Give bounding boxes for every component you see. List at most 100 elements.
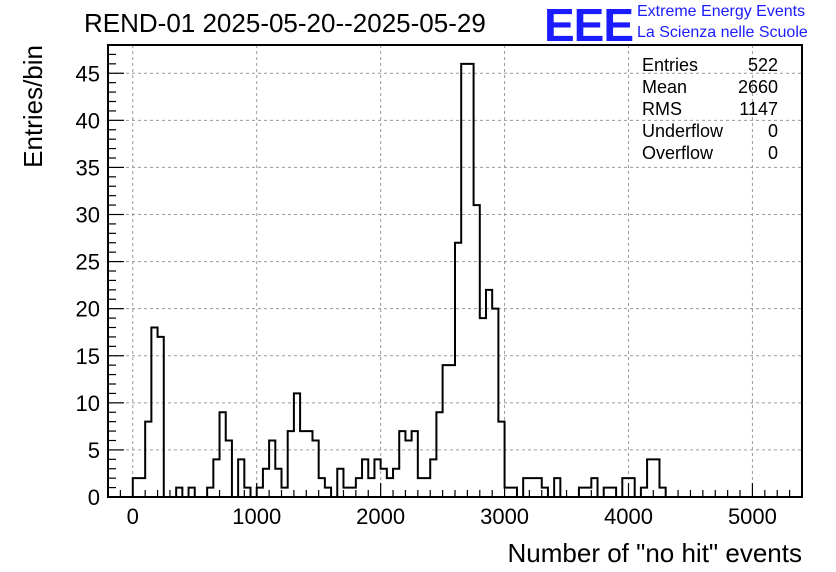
histogram-bin — [436, 412, 442, 497]
histogram-bin — [275, 469, 281, 497]
histogram-bin — [511, 488, 517, 497]
x-tick-label: 0 — [127, 504, 139, 529]
histogram-step-line — [108, 62, 802, 498]
histogram-bin — [523, 478, 529, 497]
histogram-bin — [226, 441, 232, 498]
histogram-bin — [319, 478, 325, 497]
histogram-bin — [554, 478, 560, 497]
histogram-bin — [449, 365, 455, 497]
histogram-bin — [653, 459, 659, 497]
x-tick-label: 2000 — [356, 504, 405, 529]
histogram-bin — [356, 478, 362, 497]
histogram-bin — [158, 337, 164, 497]
y-tick-label: 15 — [76, 344, 100, 369]
stats-label: RMS — [642, 99, 682, 119]
histogram-bin — [486, 290, 492, 497]
histogram-bin — [418, 478, 424, 497]
histogram-bin — [443, 365, 449, 497]
logo-line-2: La Scienza nelle Scuole — [637, 24, 808, 41]
histogram-bin — [498, 422, 504, 497]
x-axis-title: Number of "no hit" events — [508, 538, 803, 568]
y-tick-label: 30 — [76, 203, 100, 228]
histogram-bin — [257, 488, 263, 497]
y-tick-label: 40 — [76, 108, 100, 133]
histogram-bin — [610, 488, 616, 497]
histogram-bin — [529, 478, 535, 497]
y-tick-label: 45 — [76, 61, 100, 86]
histogram-bin — [405, 441, 411, 498]
histogram-bin — [387, 478, 393, 497]
histogram-bin — [585, 488, 591, 497]
histogram-bin — [622, 478, 628, 497]
histogram-bin — [269, 441, 275, 498]
stats-label: Overflow — [642, 143, 714, 163]
histogram-bin — [145, 422, 151, 497]
histogram-bin — [176, 488, 182, 497]
histogram-bin — [542, 488, 548, 497]
y-tick-label: 5 — [88, 438, 100, 463]
y-tick-label: 35 — [76, 155, 100, 180]
histogram-bin — [350, 488, 356, 497]
histogram-bin — [343, 488, 349, 497]
histogram-bin — [294, 393, 300, 497]
logo-line-1: Extreme Energy Events — [637, 3, 806, 20]
histogram-bin — [424, 478, 430, 497]
histogram-bin — [220, 412, 226, 497]
x-tick-label: 5000 — [728, 504, 777, 529]
chart-title: REND-01 2025-05-20--2025-05-29 — [84, 8, 486, 38]
stats-value: 2660 — [738, 77, 778, 97]
histogram-bin — [151, 328, 157, 498]
histogram-bin — [207, 488, 213, 497]
stats-label: Entries — [642, 55, 698, 75]
histogram-bin — [282, 488, 288, 497]
histogram-bin — [492, 309, 498, 497]
histogram-bin — [659, 488, 665, 497]
histogram-bin — [647, 459, 653, 497]
histogram-bin — [325, 488, 331, 497]
histogram-bin — [288, 431, 294, 497]
eee-logo-mark: EEE — [544, 0, 634, 51]
histogram-bin — [337, 469, 343, 497]
histogram-bin — [368, 478, 374, 497]
y-tick-label: 25 — [76, 250, 100, 275]
histogram-bin — [591, 478, 597, 497]
stats-value: 0 — [768, 121, 778, 141]
histogram-bin — [629, 478, 635, 497]
stats-value: 522 — [748, 55, 778, 75]
histogram-bin — [536, 478, 542, 497]
histogram-bin — [244, 488, 250, 497]
histogram-bin — [306, 431, 312, 497]
histogram-bin — [238, 459, 244, 497]
histogram-bin — [399, 431, 405, 497]
stats-value: 1147 — [739, 99, 778, 119]
histogram-bin — [213, 459, 219, 497]
histogram-bin — [139, 478, 145, 497]
histogram-bin — [312, 441, 318, 498]
stats-label: Mean — [642, 77, 687, 97]
histogram-bin — [300, 431, 306, 497]
y-tick-label: 0 — [88, 485, 100, 510]
histogram-bin — [393, 469, 399, 497]
y-tick-label: 10 — [76, 391, 100, 416]
histogram-bin — [263, 469, 269, 497]
histogram-bin — [362, 459, 368, 497]
histogram-bin — [641, 488, 647, 497]
plot-frame — [107, 44, 803, 498]
histogram-bin — [374, 459, 380, 497]
histogram-bin — [455, 243, 461, 497]
histogram-bin — [381, 469, 387, 497]
histogram-bin — [189, 488, 195, 497]
histogram-bin — [467, 64, 473, 497]
x-tick-label: 1000 — [232, 504, 281, 529]
histogram-bin — [430, 459, 436, 497]
y-tick-label: 20 — [76, 297, 100, 322]
y-axis-title: Entries/bin — [18, 45, 48, 168]
x-tick-label: 3000 — [480, 504, 529, 529]
histogram-bin — [474, 205, 480, 497]
histogram-bin — [505, 488, 511, 497]
stats-label: Underflow — [642, 121, 724, 141]
x-tick-label: 4000 — [604, 504, 653, 529]
histogram-bin — [412, 431, 418, 497]
